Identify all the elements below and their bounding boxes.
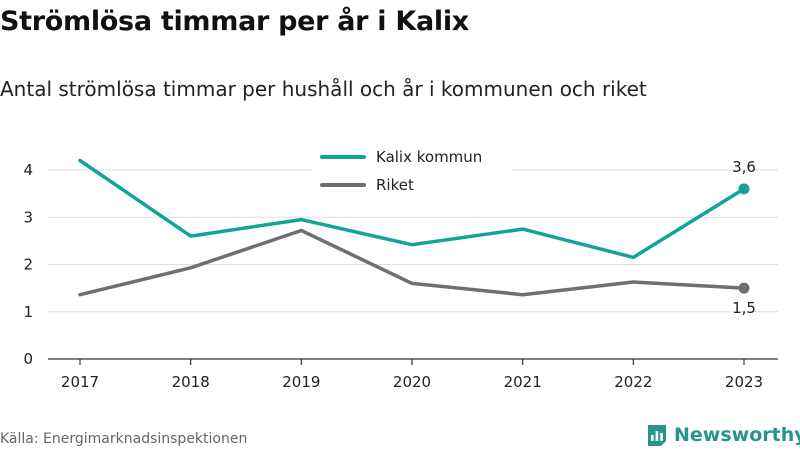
series-end-point-kalix [738, 183, 750, 195]
series-end-point-riket [738, 282, 750, 294]
chart-title: Strömlösa timmar per år i Kalix [0, 6, 469, 37]
series-end-label: 1,5 [732, 299, 756, 317]
legend-label: Riket [376, 176, 414, 194]
y-tick-label: 2 [23, 256, 33, 274]
series-line-kalix [78, 158, 746, 260]
legend-label: Kalix kommun [376, 148, 482, 166]
brand-name: Newsworthy [674, 424, 800, 446]
source-note: Källa: Energimarknadsinspektionen [0, 431, 248, 447]
series-end-label: 3,6 [732, 158, 756, 176]
x-tick-label: 2020 [393, 373, 431, 391]
x-tick-label: 2018 [172, 373, 210, 391]
newsworthy-logo: Newsworthy [646, 421, 800, 449]
x-tick-label: 2022 [614, 373, 652, 391]
x-tick-label: 2023 [725, 373, 763, 391]
series-line-riket [78, 228, 746, 297]
x-tick-label: 2019 [282, 373, 320, 391]
y-tick-label: 4 [23, 161, 33, 179]
y-tick-label: 3 [23, 208, 33, 226]
x-tick-label: 2021 [504, 373, 542, 391]
chart-subtitle: Antal strömlösa timmar per hushåll och å… [0, 77, 647, 101]
x-tick-label: 2017 [61, 373, 99, 391]
y-tick-label: 0 [23, 350, 33, 368]
newsworthy-logo-icon [648, 425, 666, 446]
legend-background [312, 142, 512, 200]
y-tick-label: 1 [23, 303, 33, 321]
